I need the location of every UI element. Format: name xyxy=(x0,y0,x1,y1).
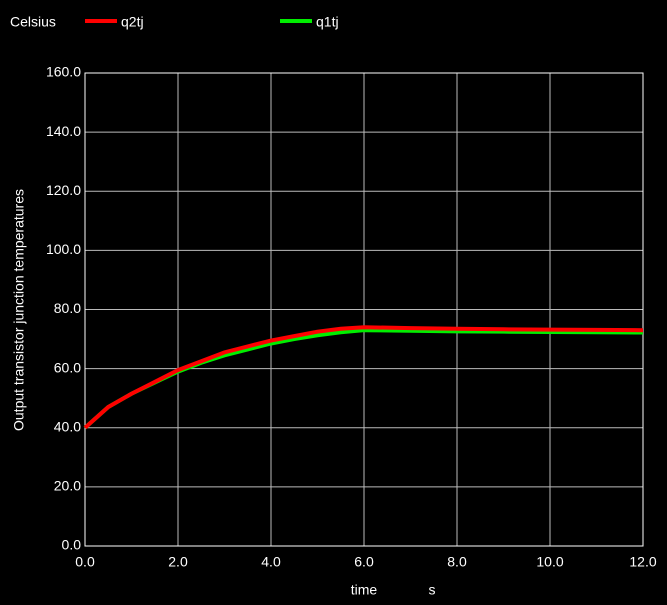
x-tick-label: 6.0 xyxy=(354,554,374,570)
legend-label: q1tj xyxy=(316,14,339,30)
series-line xyxy=(83,325,644,430)
x-tick-label: 2.0 xyxy=(168,554,188,570)
legend-label: q2tj xyxy=(121,14,144,30)
x-tick-label: 8.0 xyxy=(447,554,467,570)
y-tick-label: 140.0 xyxy=(46,123,81,139)
y-unit: Celsius xyxy=(10,14,56,30)
y-tick-label: 60.0 xyxy=(54,359,81,375)
y-tick-label: 160.0 xyxy=(46,64,81,80)
x-axis-label: time xyxy=(351,582,378,598)
x-tick-label: 4.0 xyxy=(261,554,281,570)
x-tick-label: 12.0 xyxy=(629,554,656,570)
plot-border xyxy=(84,72,644,547)
y-axis-label: Output transistor junction temperatures xyxy=(11,189,27,431)
y-tick-label: 0.0 xyxy=(62,537,82,553)
y-tick-label: 80.0 xyxy=(54,300,81,316)
x-tick-label: 10.0 xyxy=(536,554,563,570)
y-tick-label: 20.0 xyxy=(54,478,81,494)
y-tick-label: 120.0 xyxy=(46,182,81,198)
x-tick-label: 0.0 xyxy=(75,554,95,570)
x-unit: s xyxy=(429,582,436,598)
y-tick-label: 40.0 xyxy=(54,418,81,434)
y-tick-label: 100.0 xyxy=(46,241,81,257)
